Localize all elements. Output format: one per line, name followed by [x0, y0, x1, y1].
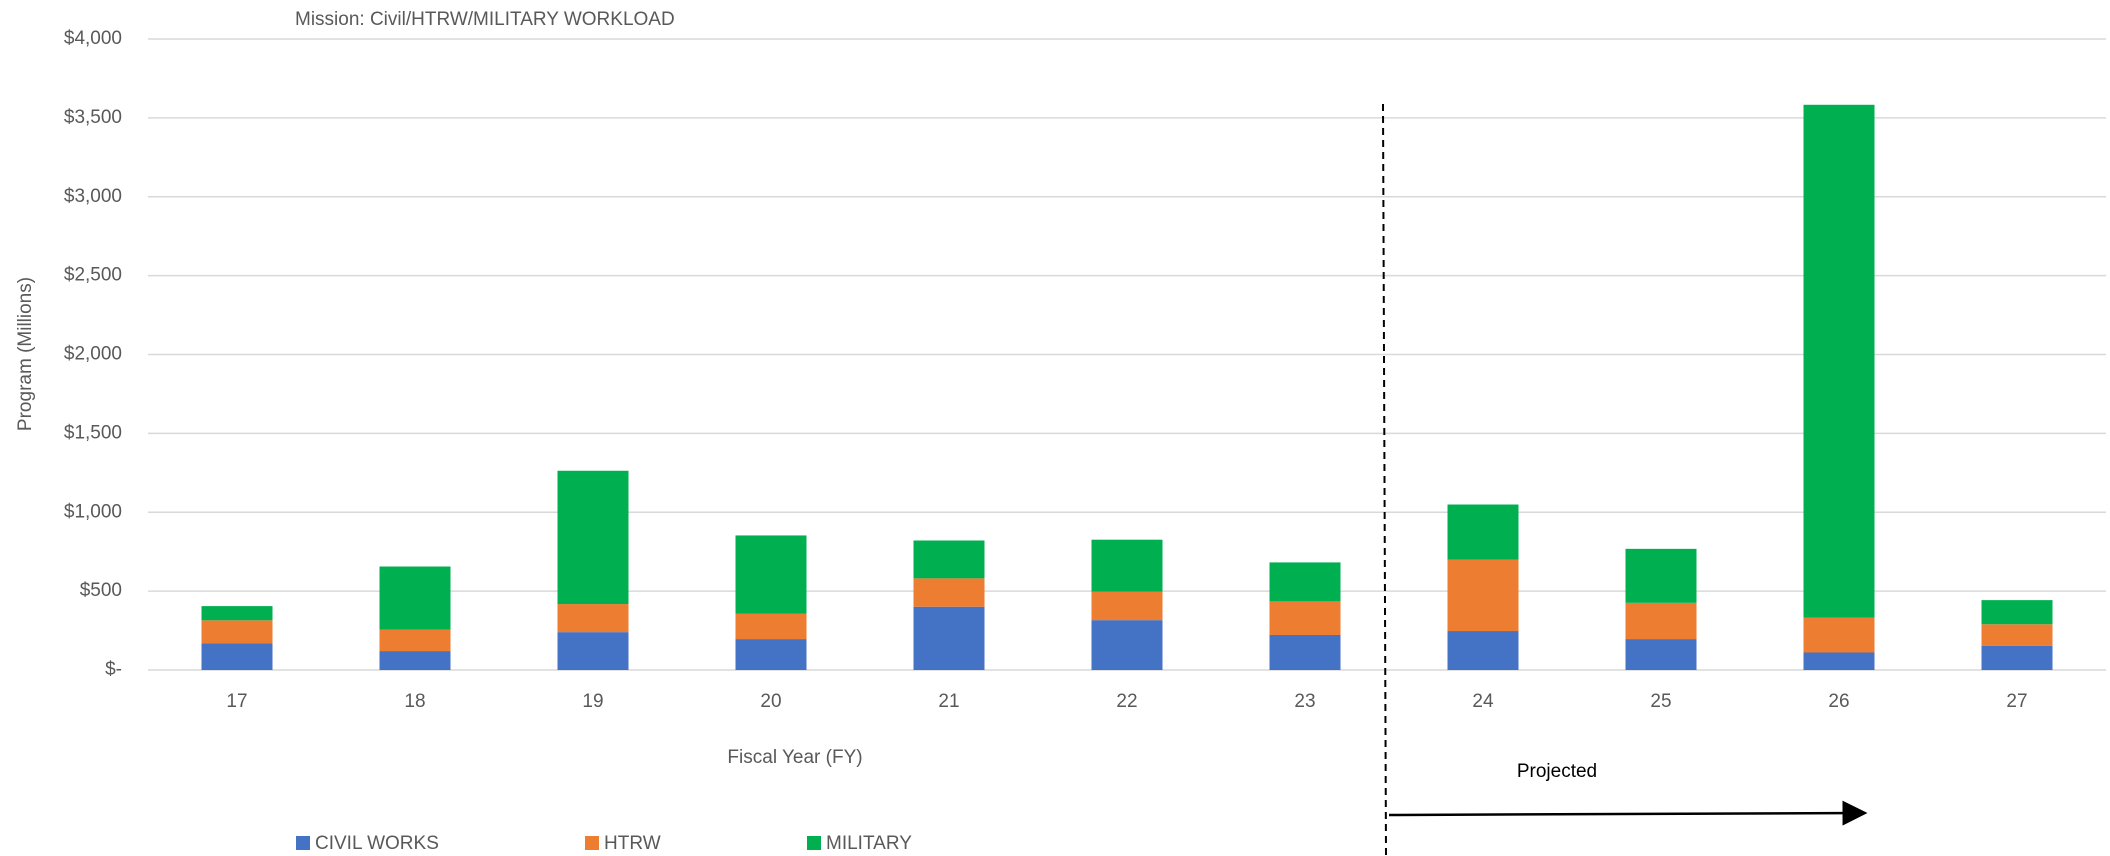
x-tick-label: 19: [582, 691, 603, 712]
bar-segment: [201, 606, 273, 621]
bar-segment: [201, 643, 273, 670]
bar-segment: [1625, 602, 1697, 640]
bar-segment: [379, 629, 451, 652]
x-tick-label: 23: [1294, 691, 1315, 712]
x-tick-label: 24: [1472, 691, 1494, 712]
bar-segment: [379, 651, 451, 670]
bar-segment: [379, 566, 451, 630]
legend-swatch: [585, 836, 599, 850]
x-axis-title: Fiscal Year (FY): [727, 747, 862, 768]
legend-label: HTRW: [604, 833, 661, 854]
bar-segment: [1803, 617, 1875, 653]
bar-segment: [735, 535, 807, 614]
bar-segment: [1091, 620, 1163, 670]
legend-swatch: [296, 836, 310, 850]
bar-segment: [557, 632, 629, 670]
legend-label: CIVIL WORKS: [315, 833, 439, 854]
bar-segment: [913, 606, 985, 670]
projection-divider: [1382, 103, 1387, 856]
bar-segment: [1625, 548, 1697, 603]
bar-segment: [735, 613, 807, 640]
y-tick-label: $3,500: [64, 107, 122, 128]
bar-segment: [1803, 652, 1875, 670]
bar-segment: [557, 470, 629, 605]
y-tick-label: $3,000: [64, 186, 122, 207]
x-tick-label: 26: [1828, 691, 1849, 712]
legend-swatch: [807, 836, 821, 850]
y-tick-label: $-: [105, 659, 122, 680]
bar-segment: [1447, 631, 1519, 670]
bar-segment: [1981, 600, 2053, 625]
x-tick-label: 20: [760, 691, 781, 712]
bar-segment: [201, 620, 273, 644]
x-tick-label: 25: [1650, 691, 1671, 712]
bar-segment: [557, 604, 629, 633]
bar-segment: [1803, 104, 1875, 618]
x-tick-label: 27: [2006, 691, 2027, 712]
bar-segment: [1447, 504, 1519, 560]
y-tick-label: $1,000: [64, 501, 122, 522]
chart-title: Mission: Civil/HTRW/MILITARY WORKLOAD: [295, 9, 675, 30]
bar-segment: [1091, 591, 1163, 621]
bar-segment: [1981, 624, 2053, 646]
bar-segment: [1091, 539, 1163, 592]
bar-segment: [735, 639, 807, 670]
legend-label: MILITARY: [826, 833, 912, 854]
bar-segment: [913, 540, 985, 579]
y-tick-label: $1,500: [64, 422, 122, 443]
y-tick-label: $4,000: [64, 28, 122, 49]
bar-segment: [1269, 634, 1341, 670]
y-tick-label: $2,500: [64, 265, 122, 286]
y-tick-label: $500: [80, 580, 122, 601]
y-axis-title: Program (Millions): [15, 277, 36, 431]
x-tick-label: 18: [404, 691, 425, 712]
bar-segment: [913, 578, 985, 607]
projected-label: Projected: [1517, 761, 1597, 782]
bar-segment: [1447, 559, 1519, 632]
bar-segment: [1625, 639, 1697, 670]
bar-segment: [1981, 645, 2053, 670]
x-tick-label: 22: [1116, 691, 1137, 712]
projection-arrow: [1388, 800, 1868, 826]
y-tick-label: $2,000: [64, 344, 122, 365]
bar-segment: [1269, 562, 1341, 602]
bar-segment: [1269, 601, 1341, 635]
x-tick-label: 21: [938, 691, 959, 712]
x-tick-label: 17: [226, 691, 247, 712]
